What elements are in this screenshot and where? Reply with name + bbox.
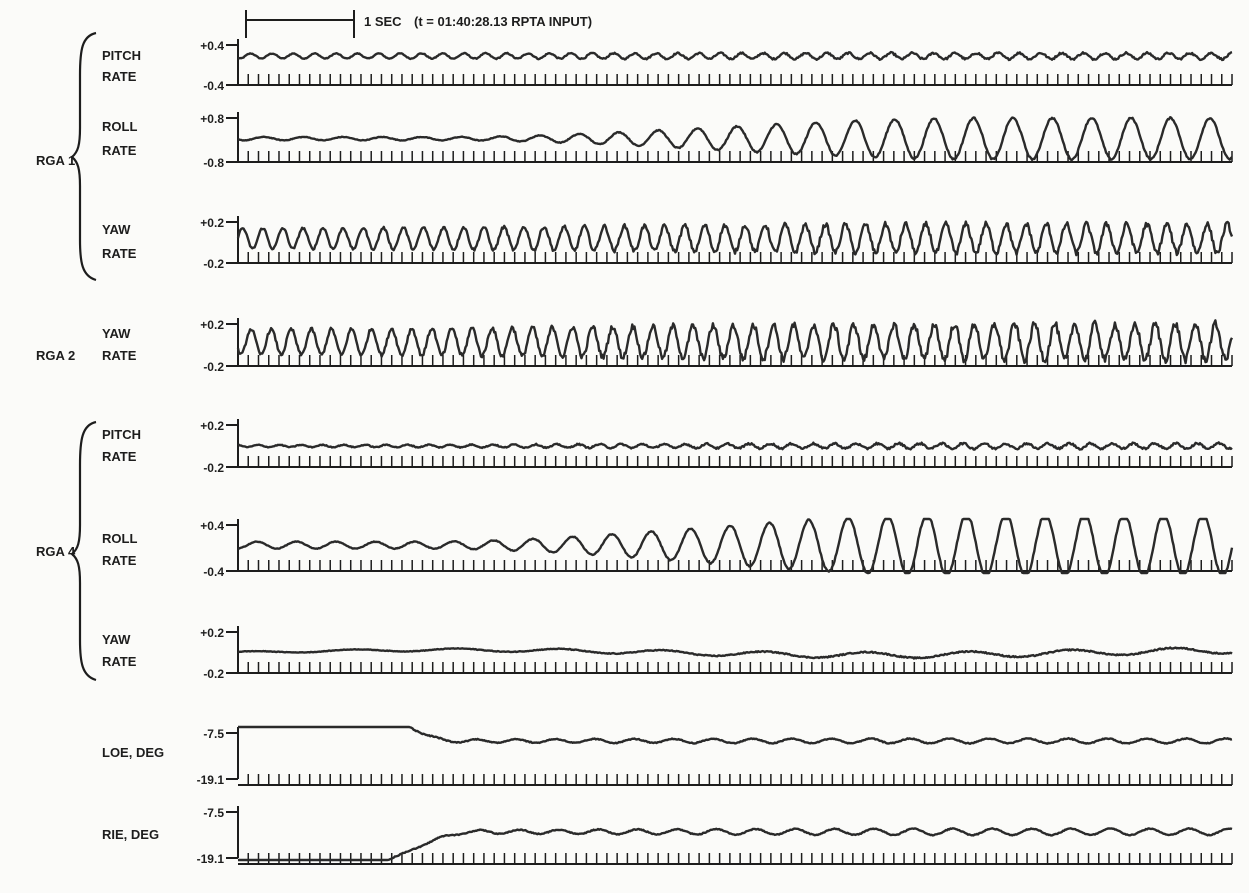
channel-name: YAW <box>102 326 131 341</box>
panel-5: ROLL RATE +0.4 -0.4 <box>102 517 1234 579</box>
panel-6: YAW RATE +0.2 -0.2 <box>102 626 1233 681</box>
panel-8: RIE, DEG -7.5 -19.1 <box>102 806 1233 866</box>
series-trace <box>237 50 1233 62</box>
time-marker-annotation: (t = 01:40:28.13 RPTA INPUT) <box>414 14 592 29</box>
y-tick-label: +0.2 <box>200 318 224 332</box>
y-tick-label: -7.5 <box>203 806 224 820</box>
channel-name-line2: RATE <box>102 449 137 464</box>
y-tick-label: +0.2 <box>200 626 224 640</box>
series-trace <box>237 827 1233 862</box>
series-trace <box>236 319 1234 365</box>
channel-name: ROLL <box>102 119 137 134</box>
channel-name-line2: RATE <box>102 553 137 568</box>
series-trace <box>237 517 1234 575</box>
channel-name-line2: RATE <box>102 246 137 261</box>
series-trace <box>237 725 1233 745</box>
panel-0: PITCH RATE +0.4 -0.4 <box>102 39 1233 93</box>
group-label-rga4: RGA 4 <box>36 544 76 559</box>
channel-name-line2: RATE <box>102 69 137 84</box>
series-trace <box>237 115 1233 162</box>
channel-name-line2: RATE <box>102 348 137 363</box>
group-label-rga1: RGA 1 <box>36 153 75 168</box>
y-tick-label: -0.2 <box>203 461 224 475</box>
panels: PITCH RATE +0.4 -0.4 ROLL RATE +0.8 -0.8 YAW RATE… <box>102 39 1234 866</box>
panel-3: YAW RATE +0.2 -0.2 <box>102 318 1234 374</box>
brace-rga1 <box>70 31 97 282</box>
y-tick-label: -7.5 <box>203 727 224 741</box>
panel-4: PITCH RATE +0.2 -0.2 <box>102 419 1233 475</box>
y-tick-label: +0.2 <box>200 419 224 433</box>
y-tick-label: -0.4 <box>203 79 224 93</box>
series-trace <box>236 220 1234 257</box>
channel-name: RIE, DEG <box>102 827 159 842</box>
y-tick-label: +0.8 <box>200 112 224 126</box>
time-marker-label: 1 SEC <box>364 14 402 29</box>
group-label-rga2: RGA 2 <box>36 348 75 363</box>
series-trace <box>237 441 1233 451</box>
time-marker: 1 SEC (t = 01:40:28.13 RPTA INPUT) <box>245 10 592 38</box>
y-tick-label: -19.1 <box>197 773 225 787</box>
y-tick-label: -0.2 <box>203 667 224 681</box>
y-tick-label: +0.2 <box>200 216 224 230</box>
y-tick-label: -0.2 <box>203 360 224 374</box>
series-trace <box>237 646 1233 660</box>
panel-7: LOE, DEG -7.5 -19.1 <box>102 725 1233 787</box>
y-tick-label: +0.4 <box>200 519 224 533</box>
y-tick-label: -0.8 <box>203 156 224 170</box>
channel-name-line2: RATE <box>102 143 137 158</box>
brace-rga4 <box>70 420 97 682</box>
channel-name: YAW <box>102 632 131 647</box>
channel-name: YAW <box>102 222 131 237</box>
y-tick-label: -0.2 <box>203 257 224 271</box>
y-tick-label: -19.1 <box>197 852 225 866</box>
panel-1: ROLL RATE +0.8 -0.8 <box>102 112 1233 170</box>
panel-2: YAW RATE +0.2 -0.2 <box>102 216 1234 271</box>
channel-name: LOE, DEG <box>102 745 164 760</box>
channel-name-line2: RATE <box>102 654 137 669</box>
y-tick-label: -0.4 <box>203 565 224 579</box>
channel-name: PITCH <box>102 48 141 63</box>
channel-name: ROLL <box>102 531 137 546</box>
channel-name: PITCH <box>102 427 141 442</box>
y-tick-label: +0.4 <box>200 39 224 53</box>
